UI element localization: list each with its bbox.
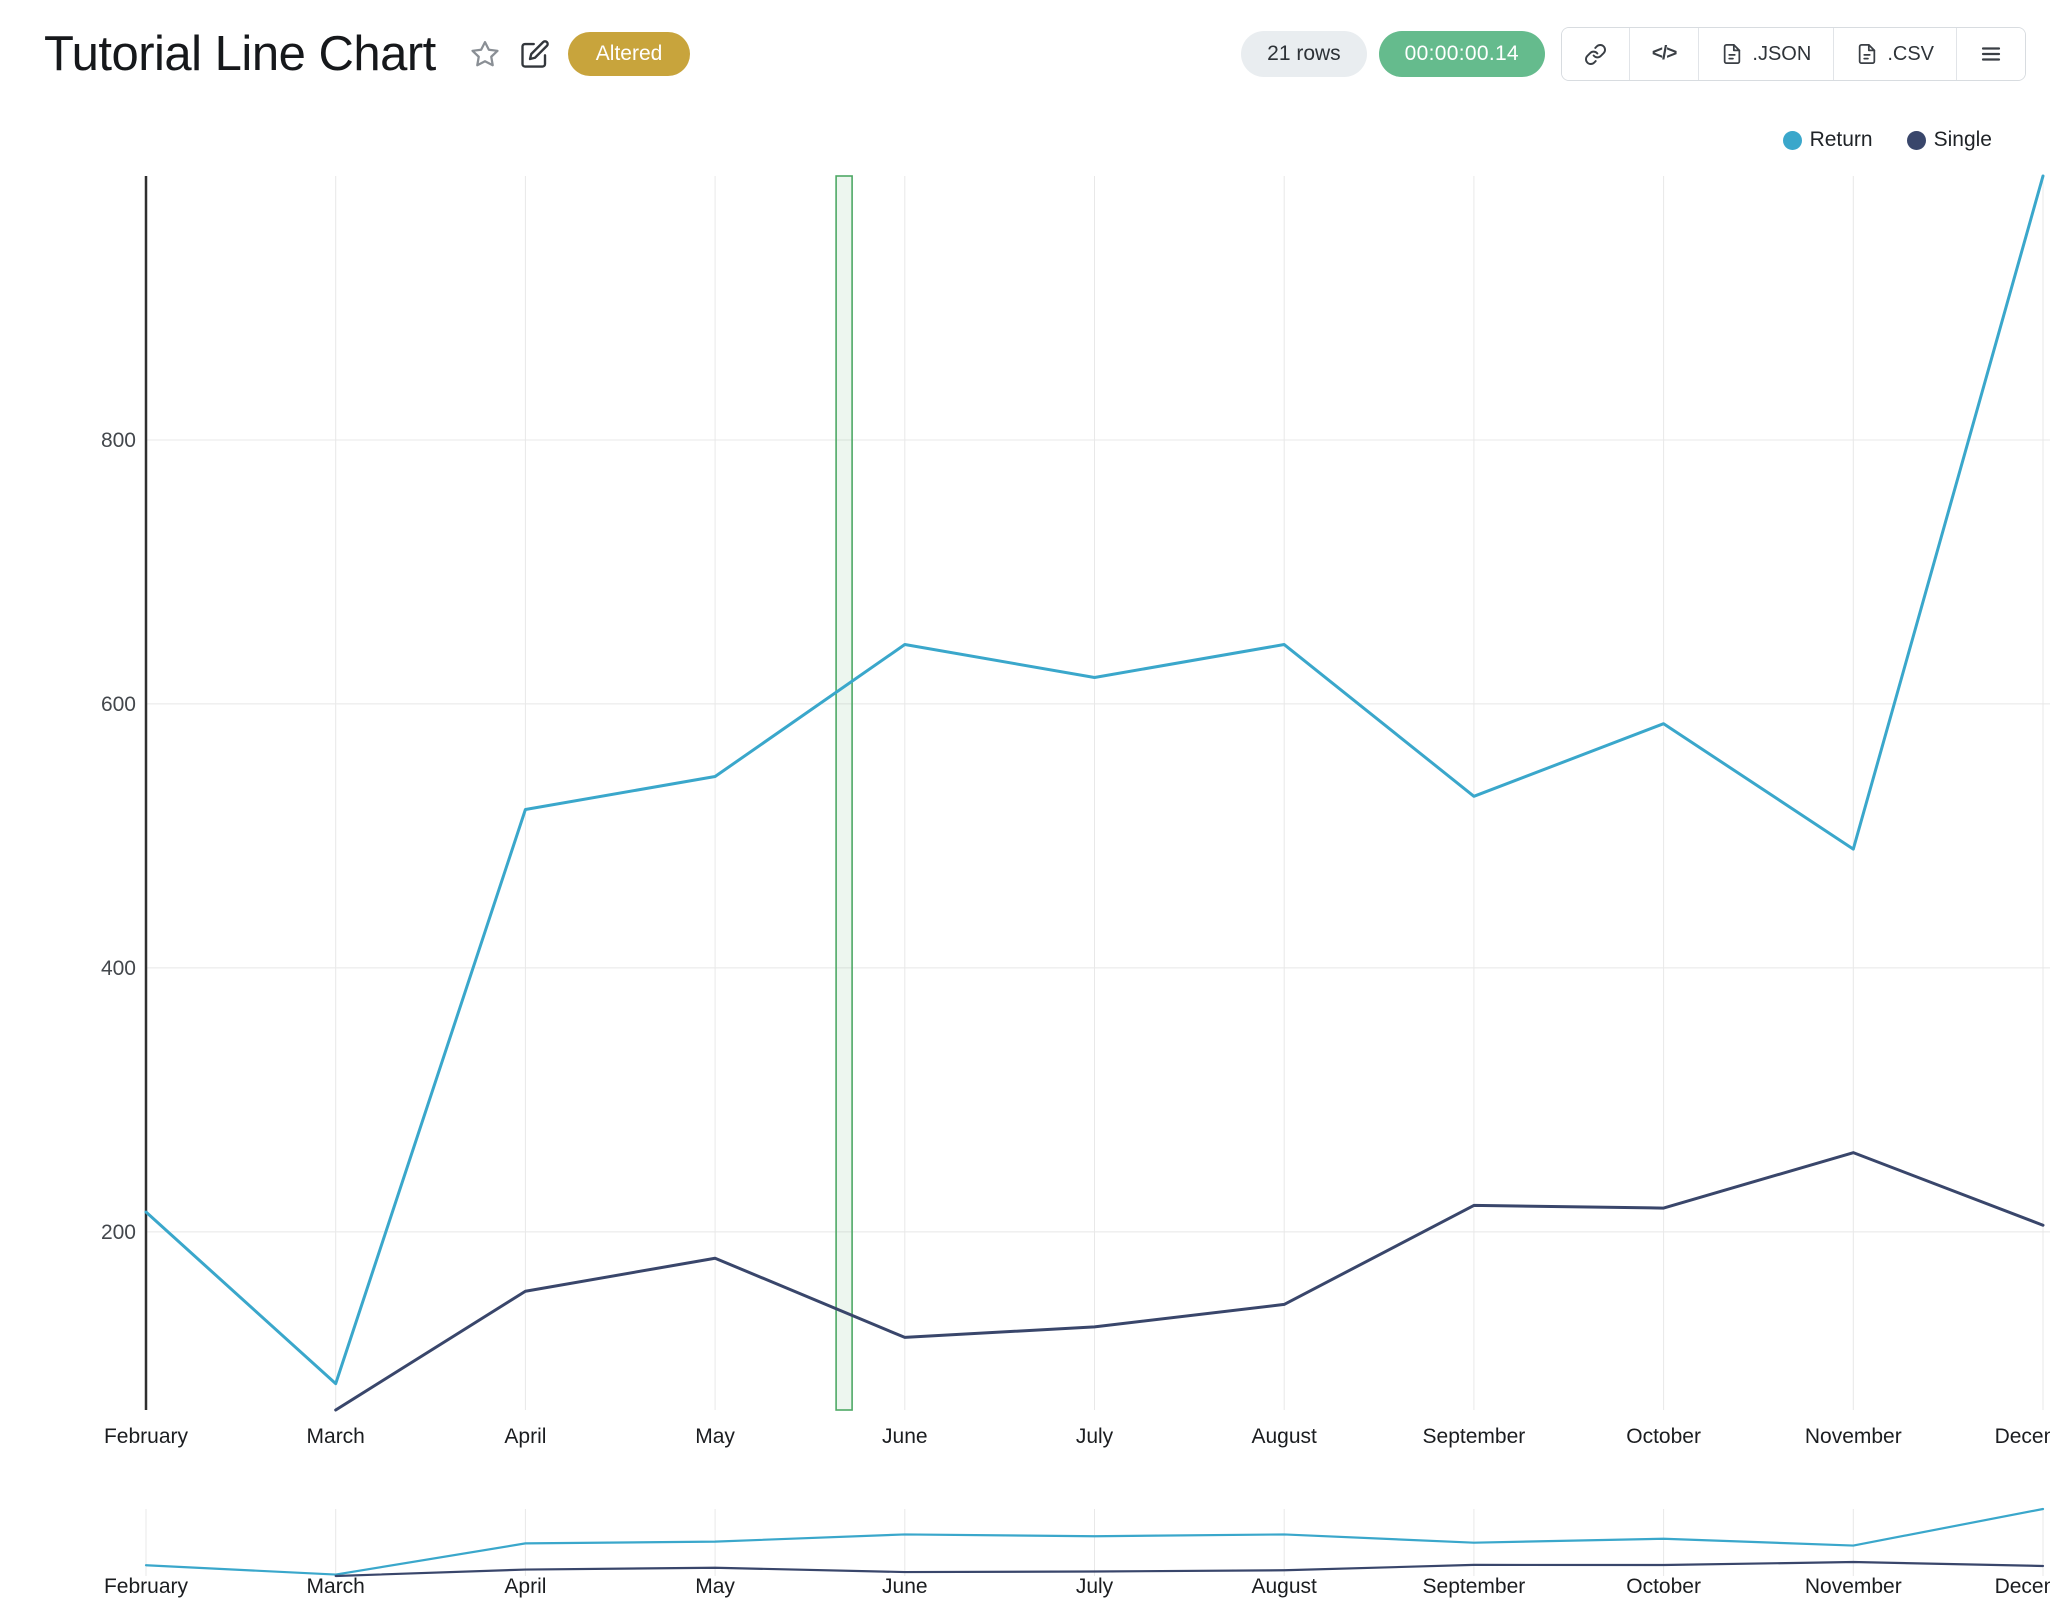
embed-code-button[interactable]: </> bbox=[1628, 28, 1699, 80]
export-json-button[interactable]: .JSON bbox=[1698, 28, 1834, 80]
hamburger-menu-icon bbox=[1981, 47, 2001, 61]
svg-text:September: September bbox=[1423, 1425, 1526, 1448]
edit-chart-button[interactable] bbox=[520, 39, 550, 69]
legend-label-return: Return bbox=[1809, 128, 1873, 151]
single-series-dot bbox=[1906, 130, 1926, 150]
svg-text:October: October bbox=[1626, 1425, 1701, 1448]
return-series-dot bbox=[1782, 130, 1802, 150]
query-time-badge: 00:00:00.14 bbox=[1378, 31, 1545, 77]
export-toolbar: </> .JSON .CSV bbox=[1560, 27, 2026, 81]
json-file-icon bbox=[1724, 43, 1741, 65]
altered-status-badge: Altered bbox=[567, 32, 691, 76]
share-link-button[interactable] bbox=[1561, 28, 1629, 80]
export-csv-button[interactable]: .CSV bbox=[1833, 28, 1956, 80]
chart-legend: Return Single bbox=[1782, 128, 1992, 152]
svg-text:July: July bbox=[1076, 1425, 1114, 1448]
csv-file-icon bbox=[1859, 43, 1876, 65]
header-right-cluster: 21 rows 00:00:00.14 </> .JSON bbox=[1241, 27, 2026, 81]
more-options-button[interactable] bbox=[1956, 28, 2025, 80]
svg-text:April: April bbox=[504, 1425, 546, 1448]
svg-text:August: August bbox=[1252, 1425, 1318, 1448]
link-icon bbox=[1584, 43, 1606, 65]
favorite-star-button[interactable] bbox=[470, 39, 500, 69]
legend-item-return[interactable]: Return bbox=[1782, 128, 1873, 152]
export-json-label: .JSON bbox=[1752, 42, 1812, 65]
svg-text:February: February bbox=[104, 1425, 189, 1448]
row-count-badge: 21 rows bbox=[1241, 31, 1367, 77]
page-title: Tutorial Line Chart bbox=[44, 27, 436, 81]
navigator-brush[interactable] bbox=[0, 1498, 2050, 1598]
legend-label-single: Single bbox=[1933, 128, 1992, 151]
svg-text:800: 800 bbox=[101, 429, 136, 452]
svg-text:March: March bbox=[307, 1425, 365, 1448]
export-csv-label: .CSV bbox=[1887, 42, 1934, 65]
svg-text:600: 600 bbox=[101, 693, 136, 716]
svg-text:December: December bbox=[1995, 1425, 2050, 1448]
edit-pencil-icon bbox=[521, 40, 549, 68]
svg-text:May: May bbox=[695, 1425, 735, 1448]
star-icon bbox=[471, 41, 499, 67]
svg-text:400: 400 bbox=[101, 957, 136, 980]
legend-item-single[interactable]: Single bbox=[1906, 128, 1992, 152]
chart-header: Tutorial Line Chart Altered 21 rows 00:0… bbox=[0, 0, 2050, 108]
svg-text:November: November bbox=[1805, 1425, 1902, 1448]
code-icon: </> bbox=[1651, 43, 1678, 64]
svg-text:200: 200 bbox=[101, 1221, 136, 1244]
svg-text:June: June bbox=[882, 1425, 928, 1448]
